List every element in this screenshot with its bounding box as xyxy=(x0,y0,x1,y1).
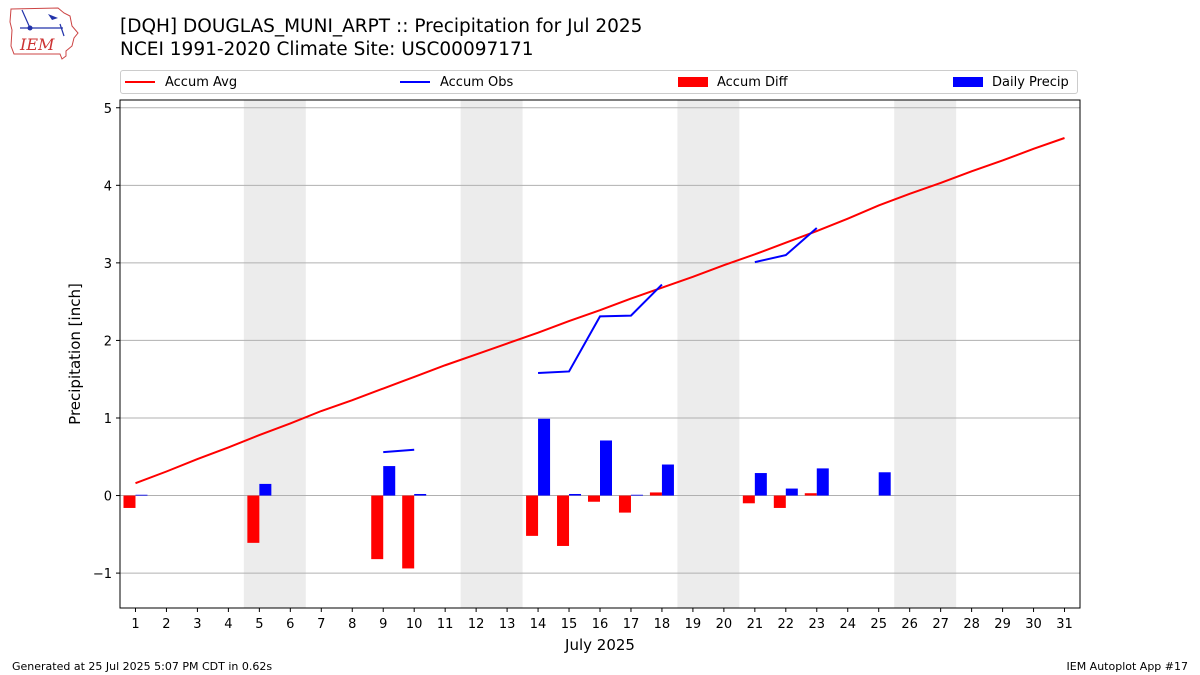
daily-precip-bar xyxy=(630,494,643,496)
x-tick-label: 27 xyxy=(932,617,949,632)
x-tick-label: 9 xyxy=(379,617,387,632)
daily-precip-bar xyxy=(785,488,798,496)
y-tick-label: 4 xyxy=(104,179,112,194)
x-tick-label: 17 xyxy=(623,617,640,632)
x-tick-label: 14 xyxy=(530,617,547,632)
daily-precip-bar xyxy=(754,473,767,496)
weekend-shade xyxy=(243,100,306,608)
accum-diff-bar xyxy=(371,495,384,560)
svg-text:IEM: IEM xyxy=(19,35,55,54)
x-tick-label: 1 xyxy=(131,617,139,632)
chart-title: [DQH] DOUGLAS_MUNI_ARPT :: Precipitation… xyxy=(120,16,643,37)
x-tick-label: 10 xyxy=(406,617,423,632)
weekend-shade xyxy=(677,100,740,608)
x-tick-label: 29 xyxy=(994,617,1011,632)
legend-label: Daily Precip xyxy=(992,74,1069,90)
accum-diff-bar xyxy=(557,495,570,546)
daily-precip-bar xyxy=(569,493,582,496)
legend-swatch xyxy=(678,77,708,87)
y-tick-label: 5 xyxy=(104,102,112,117)
accum-obs-line xyxy=(538,283,663,375)
y-tick-label: 3 xyxy=(104,257,112,272)
x-tick-label: 31 xyxy=(1056,617,1073,632)
x-tick-label: 7 xyxy=(317,617,325,632)
x-tick-label: 8 xyxy=(348,617,356,632)
accum-diff-bar xyxy=(123,495,136,508)
daily-precip-bar xyxy=(816,468,829,496)
daily-precip-bar xyxy=(414,493,427,496)
legend-item-accum-diff: Accum Diff xyxy=(678,71,788,93)
x-tick-label: 19 xyxy=(685,617,702,632)
x-axis-label: July 2025 xyxy=(564,636,635,654)
weekend-shade xyxy=(894,100,957,608)
y-tick-label: 2 xyxy=(104,334,112,349)
daily-precip-bar xyxy=(661,464,674,496)
legend-swatch xyxy=(125,81,155,83)
app-footer: IEM Autoplot App #17 xyxy=(1066,660,1189,673)
x-tick-label: 5 xyxy=(255,617,263,632)
accum-diff-bar xyxy=(247,495,260,543)
x-tick-label: 25 xyxy=(870,617,887,632)
legend-label: Accum Diff xyxy=(717,74,788,90)
accum-diff-bar xyxy=(526,495,539,536)
legend: Accum Avg Accum Obs Accum Diff Daily Pre… xyxy=(120,70,1078,94)
x-tick-label: 6 xyxy=(286,617,294,632)
x-tick-label: 21 xyxy=(747,617,764,632)
accum-diff-bar xyxy=(618,495,631,513)
iem-logo: IEM xyxy=(9,7,79,60)
x-tick-label: 3 xyxy=(193,617,201,632)
accum-diff-bar xyxy=(402,495,415,569)
x-tick-label: 12 xyxy=(468,617,485,632)
accum-obs-line xyxy=(383,448,415,454)
x-tick-label: 28 xyxy=(963,617,980,632)
accum-diff-bar xyxy=(742,495,755,504)
accum-diff-bar xyxy=(649,492,662,496)
accum-avg-line xyxy=(135,137,1065,485)
x-tick-label: 2 xyxy=(162,617,170,632)
legend-label: Accum Obs xyxy=(440,74,514,90)
x-tick-label: 16 xyxy=(592,617,609,632)
legend-swatch xyxy=(953,77,983,87)
x-tick-label: 20 xyxy=(716,617,733,632)
x-tick-label: 4 xyxy=(224,617,232,632)
daily-precip-bar xyxy=(383,466,396,496)
accum-obs-line xyxy=(754,227,818,264)
daily-precip-bar xyxy=(878,472,891,496)
legend-label: Accum Avg xyxy=(165,74,238,90)
x-tick-label: 30 xyxy=(1025,617,1042,632)
daily-precip-bar xyxy=(600,440,612,496)
accum-diff-bar xyxy=(773,495,786,508)
y-tick-label: 0 xyxy=(104,490,112,505)
x-tick-label: 26 xyxy=(901,617,918,632)
y-axis-label: Precipitation [inch] xyxy=(66,283,84,425)
legend-item-daily-precip: Daily Precip xyxy=(953,71,1069,93)
daily-precip-bar xyxy=(259,483,272,496)
x-tick-label: 11 xyxy=(437,617,454,632)
x-tick-label: 15 xyxy=(561,617,578,632)
daily-precip-bar xyxy=(538,418,551,496)
accum-diff-bar xyxy=(804,493,817,496)
x-tick-label: 18 xyxy=(654,617,671,632)
y-tick-label: −1 xyxy=(93,567,112,582)
chart-subtitle: NCEI 1991-2020 Climate Site: USC00097171 xyxy=(120,39,534,60)
y-tick-label: 1 xyxy=(104,412,112,427)
weekend-shade xyxy=(460,100,523,608)
x-tick-label: 24 xyxy=(839,617,856,632)
plot-frame xyxy=(119,99,1081,609)
accum-diff-bar xyxy=(588,495,600,502)
x-tick-label: 22 xyxy=(778,617,795,632)
legend-swatch xyxy=(400,81,430,83)
daily-precip-bar xyxy=(135,494,148,496)
x-tick-label: 23 xyxy=(809,617,826,632)
legend-item-accum-obs: Accum Obs xyxy=(400,71,513,93)
legend-item-accum-avg: Accum Avg xyxy=(125,71,237,93)
generated-footer: Generated at 25 Jul 2025 5:07 PM CDT in … xyxy=(12,660,273,673)
x-tick-label: 13 xyxy=(499,617,516,632)
